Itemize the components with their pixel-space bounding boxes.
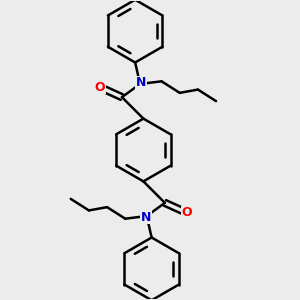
Text: O: O	[182, 206, 192, 219]
Text: N: N	[140, 211, 151, 224]
Text: N: N	[136, 76, 146, 89]
Text: O: O	[94, 81, 105, 94]
